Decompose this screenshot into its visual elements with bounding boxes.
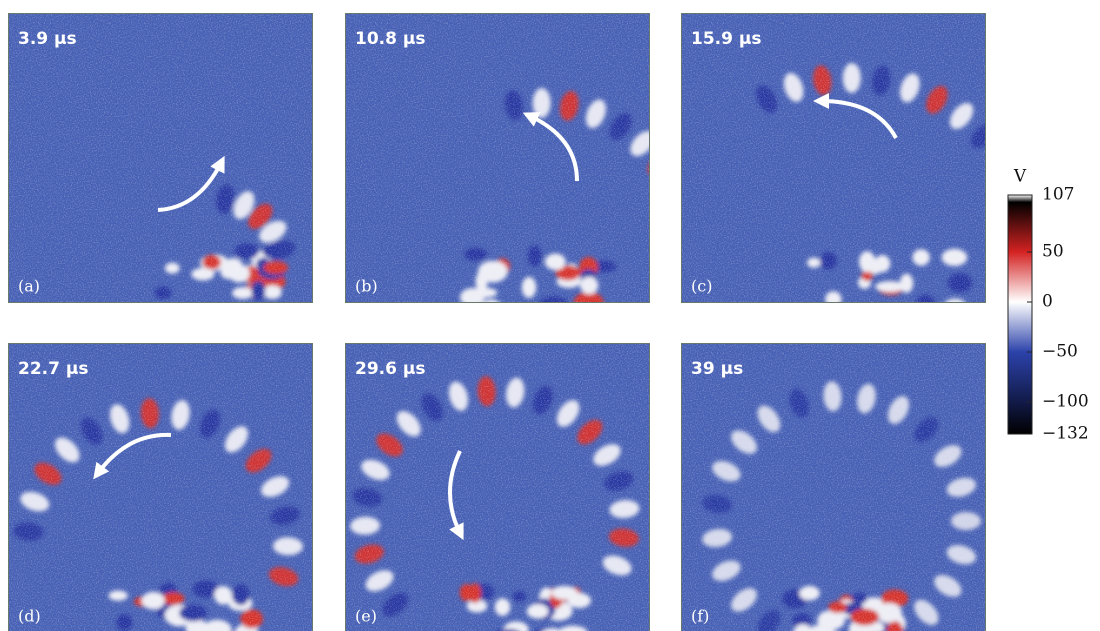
- noise: [8, 13, 313, 303]
- colorbar: [1008, 195, 1032, 434]
- panel-letter: (f): [691, 607, 709, 626]
- wave-blob: [911, 307, 924, 319]
- panel: 15.9 µs (c): [681, 13, 1046, 329]
- time-label: 29.6 µs: [355, 359, 426, 379]
- time-label: 15.9 µs: [691, 29, 762, 49]
- wave-blob: [890, 311, 905, 323]
- noise: [681, 343, 986, 631]
- colorbar-tick-label: 0: [1042, 292, 1053, 312]
- panel-letter: (d): [18, 607, 41, 626]
- wave-blob: [914, 310, 935, 322]
- panel: 3.9 µs (a): [8, 13, 313, 303]
- time-label: 22.7 µs: [18, 359, 89, 379]
- panel-letter: (e): [355, 607, 377, 626]
- colorbar-tick-label: 107: [1042, 185, 1074, 205]
- colorbar-tick-label: −50: [1042, 342, 1078, 362]
- panel-letter: (a): [18, 277, 40, 296]
- figure: 3.9 µs(a)10.8 µs(b)15.9 µs(c)22.7 µs(d)2…: [0, 0, 1100, 631]
- panel: 10.8 µs (b): [345, 13, 702, 318]
- wave-blob: [923, 308, 938, 329]
- wave-blob: [918, 305, 946, 323]
- time-label: 10.8 µs: [355, 29, 426, 49]
- panel: 39 µs (f): [681, 343, 986, 631]
- panel-letter: (c): [691, 277, 712, 296]
- colorbar-title: V: [1013, 167, 1027, 187]
- colorbar-tick-label: −132: [1042, 424, 1089, 444]
- panel-letter: (b): [355, 277, 378, 296]
- time-label: 39 µs: [691, 359, 743, 379]
- noise: [681, 13, 986, 303]
- time-label: 3.9 µs: [18, 29, 77, 49]
- colorbar-tick-label: −100: [1042, 392, 1089, 412]
- noise: [8, 343, 313, 631]
- panel: 29.6 µs (e): [345, 343, 650, 631]
- noise: [345, 13, 650, 303]
- panel: 22.7 µs (d): [8, 343, 313, 631]
- colorbar-tick-label: 50: [1042, 242, 1064, 262]
- noise: [345, 343, 650, 631]
